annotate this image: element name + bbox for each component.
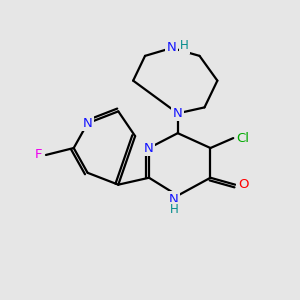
Text: O: O [238,178,248,191]
Text: N: N [173,107,183,120]
Text: N: N [144,142,154,154]
Text: H: H [180,40,189,52]
Text: N: N [83,117,92,130]
Text: N: N [167,41,177,55]
Text: N: N [169,193,179,206]
Text: Cl: Cl [237,132,250,145]
Text: F: F [34,148,42,161]
Text: H: H [169,203,178,216]
